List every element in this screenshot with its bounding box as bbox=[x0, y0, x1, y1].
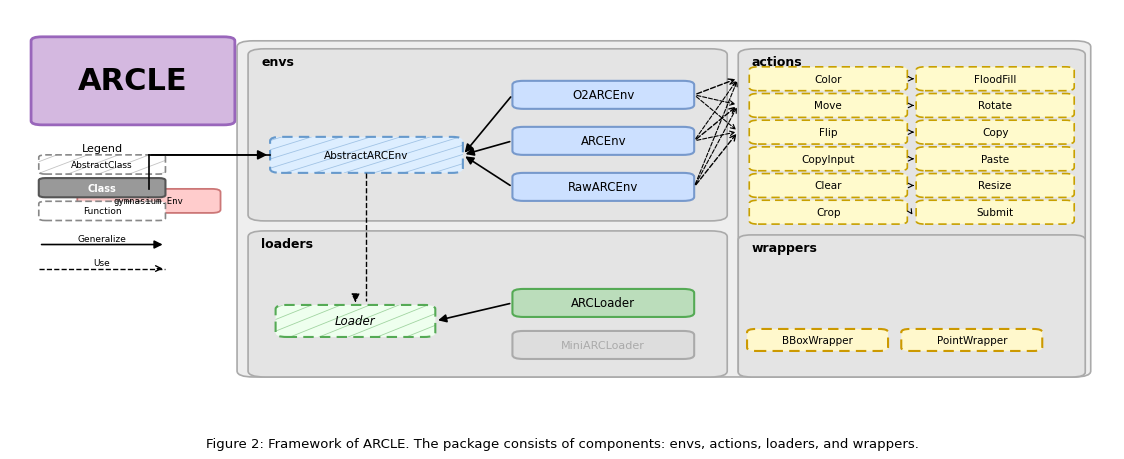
FancyBboxPatch shape bbox=[513, 289, 695, 317]
Text: gymnasium.Env: gymnasium.Env bbox=[114, 197, 184, 206]
FancyBboxPatch shape bbox=[78, 190, 220, 213]
FancyBboxPatch shape bbox=[513, 174, 695, 202]
Text: Clear: Clear bbox=[815, 181, 842, 191]
Text: BBoxWrapper: BBoxWrapper bbox=[782, 335, 853, 345]
FancyBboxPatch shape bbox=[513, 128, 695, 156]
FancyBboxPatch shape bbox=[916, 147, 1075, 171]
FancyBboxPatch shape bbox=[750, 174, 907, 198]
Text: Copy: Copy bbox=[982, 128, 1008, 138]
Text: Move: Move bbox=[815, 101, 842, 111]
FancyBboxPatch shape bbox=[916, 174, 1075, 198]
FancyBboxPatch shape bbox=[31, 38, 235, 126]
Text: Loader: Loader bbox=[335, 315, 375, 328]
FancyBboxPatch shape bbox=[750, 147, 907, 171]
Text: ARCLoader: ARCLoader bbox=[571, 297, 635, 310]
Text: loaders: loaders bbox=[261, 237, 314, 250]
Text: AbstractARCEnv: AbstractARCEnv bbox=[325, 151, 409, 161]
Text: Color: Color bbox=[815, 75, 842, 84]
Text: Flip: Flip bbox=[819, 128, 837, 138]
Text: FloodFill: FloodFill bbox=[975, 75, 1016, 84]
FancyBboxPatch shape bbox=[270, 138, 463, 174]
FancyBboxPatch shape bbox=[513, 82, 695, 110]
FancyBboxPatch shape bbox=[38, 156, 165, 175]
Text: Use: Use bbox=[93, 258, 110, 267]
Text: AbstractClass: AbstractClass bbox=[71, 161, 133, 170]
Text: actions: actions bbox=[752, 56, 803, 69]
FancyBboxPatch shape bbox=[38, 202, 165, 221]
FancyBboxPatch shape bbox=[237, 42, 1090, 377]
Text: Class: Class bbox=[88, 183, 117, 193]
FancyBboxPatch shape bbox=[916, 67, 1075, 91]
Text: Legend: Legend bbox=[82, 144, 123, 153]
Text: Figure 2: Framework of ARCLE. The package consists of components: envs, actions,: Figure 2: Framework of ARCLE. The packag… bbox=[206, 437, 918, 450]
Text: ARCEnv: ARCEnv bbox=[580, 135, 626, 148]
FancyBboxPatch shape bbox=[750, 121, 907, 145]
FancyBboxPatch shape bbox=[916, 121, 1075, 145]
FancyBboxPatch shape bbox=[738, 235, 1085, 377]
FancyBboxPatch shape bbox=[38, 179, 165, 198]
Text: Resize: Resize bbox=[979, 181, 1012, 191]
Text: O2ARCEnv: O2ARCEnv bbox=[572, 89, 634, 102]
FancyBboxPatch shape bbox=[750, 201, 907, 224]
FancyBboxPatch shape bbox=[916, 201, 1075, 224]
FancyBboxPatch shape bbox=[513, 331, 695, 359]
FancyBboxPatch shape bbox=[738, 50, 1085, 377]
FancyBboxPatch shape bbox=[901, 329, 1042, 351]
Text: Generalize: Generalize bbox=[78, 234, 127, 243]
FancyBboxPatch shape bbox=[275, 305, 435, 337]
Text: Paste: Paste bbox=[981, 155, 1009, 164]
Text: PointWrapper: PointWrapper bbox=[936, 335, 1007, 345]
FancyBboxPatch shape bbox=[248, 50, 727, 221]
Text: Submit: Submit bbox=[977, 208, 1014, 218]
Text: MiniARCLoader: MiniARCLoader bbox=[561, 340, 645, 350]
FancyBboxPatch shape bbox=[750, 94, 907, 118]
FancyBboxPatch shape bbox=[916, 94, 1075, 118]
Text: RawARCEnv: RawARCEnv bbox=[568, 181, 638, 194]
FancyBboxPatch shape bbox=[747, 329, 888, 351]
FancyBboxPatch shape bbox=[248, 231, 727, 377]
Text: Crop: Crop bbox=[816, 208, 841, 218]
FancyBboxPatch shape bbox=[750, 67, 907, 91]
Text: wrappers: wrappers bbox=[752, 241, 817, 254]
Text: Function: Function bbox=[83, 207, 121, 216]
Text: envs: envs bbox=[261, 56, 294, 69]
Text: ARCLE: ARCLE bbox=[79, 67, 188, 96]
Text: CopyInput: CopyInput bbox=[801, 155, 855, 164]
Text: Rotate: Rotate bbox=[978, 101, 1013, 111]
